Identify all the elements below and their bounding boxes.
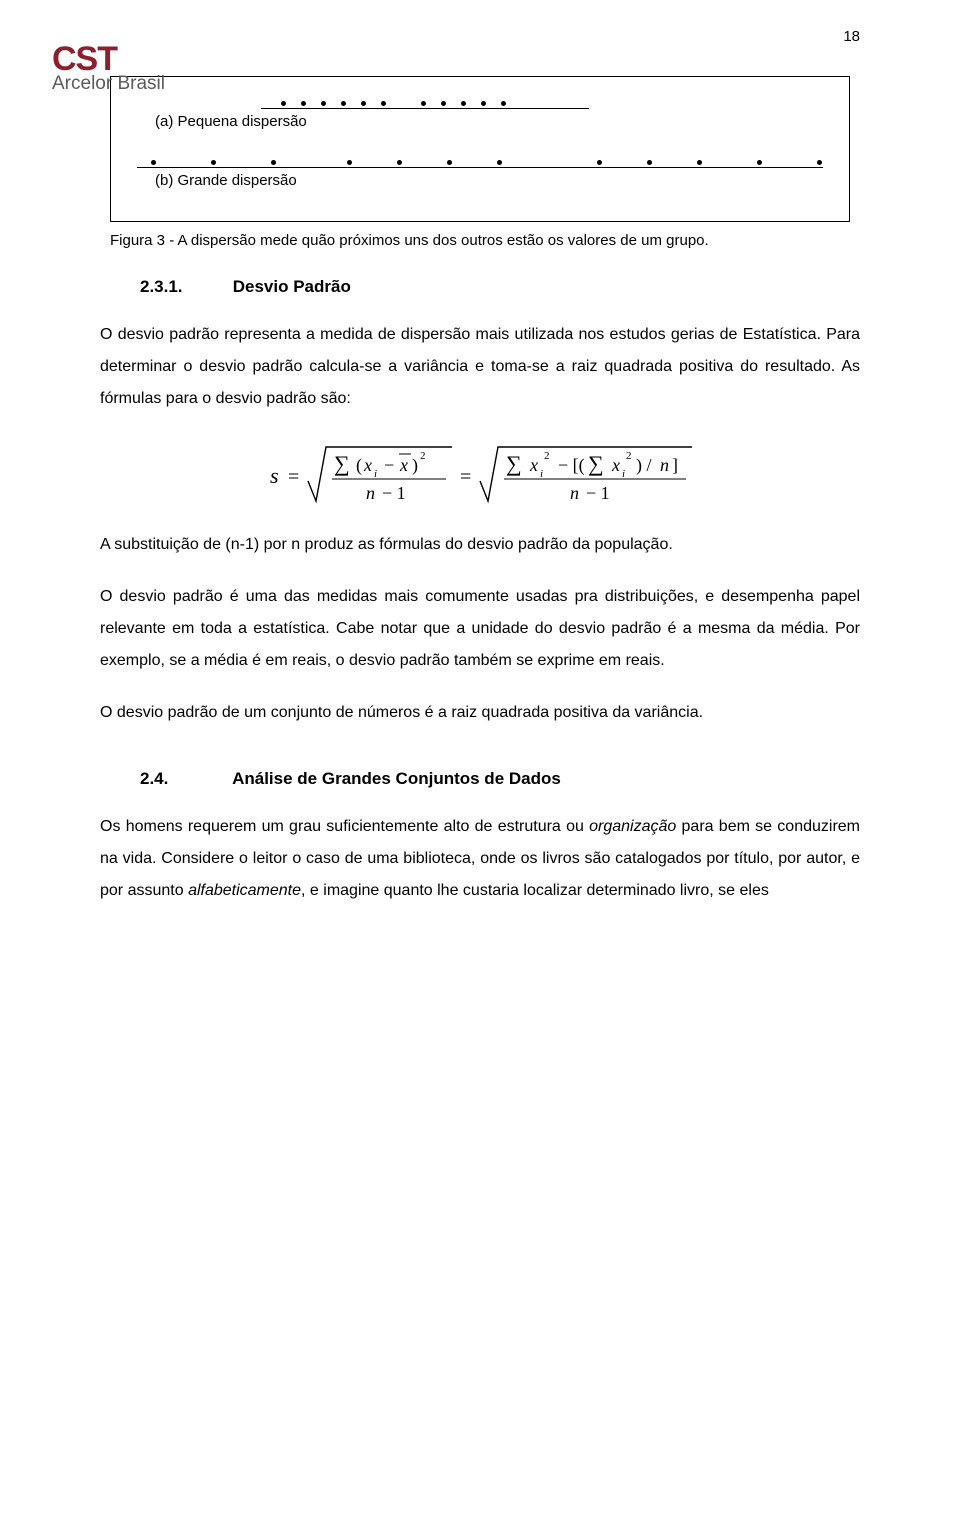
data-point	[281, 101, 286, 106]
svg-text:∑: ∑	[506, 451, 522, 476]
para-24-1a: Os homens requerem um grau suficientemen…	[100, 818, 589, 835]
data-point	[321, 101, 326, 106]
section-231-title: Desvio Padrão	[233, 277, 351, 296]
data-point	[501, 101, 506, 106]
svg-text:x: x	[363, 455, 372, 475]
data-point	[341, 101, 346, 106]
svg-text:− 1: − 1	[382, 483, 406, 503]
para-24-1e: , e imagine quanto lhe custaria localiza…	[301, 882, 769, 899]
content: (a) Pequena dispersão (b) Grande dispers…	[100, 76, 860, 907]
svg-text:n: n	[570, 483, 579, 503]
dispersion-figure-box: (a) Pequena dispersão (b) Grande dispers…	[110, 76, 850, 222]
svg-text:x: x	[611, 455, 620, 475]
svg-text:i: i	[540, 468, 543, 480]
std-dev-formula: s = ∑ ( x i − x ) 2 n − 1 =	[100, 435, 860, 515]
section-24-num: 2.4.	[140, 769, 228, 789]
svg-text:): )	[412, 455, 418, 476]
data-point	[447, 160, 452, 165]
svg-text:2: 2	[626, 450, 632, 462]
para-231-3: O desvio padrão é uma das medidas mais c…	[100, 581, 860, 677]
figure-caption: Figura 3 - A dispersão mede quão próximo…	[110, 232, 850, 249]
data-point	[757, 160, 762, 165]
logo: CST Arcelor Brasil	[52, 44, 165, 95]
data-point	[497, 160, 502, 165]
caption-a: (a) Pequena dispersão	[155, 113, 829, 130]
logo-line-1: CST	[52, 44, 165, 75]
data-point	[211, 160, 216, 165]
svg-text:(: (	[356, 455, 362, 476]
svg-text:i: i	[374, 468, 377, 480]
svg-text:x: x	[399, 455, 408, 475]
para-231-2: A substituição de (n-1) por n produz as …	[100, 529, 860, 561]
small-dispersion-line	[191, 91, 769, 109]
data-point	[461, 101, 466, 106]
data-point	[397, 160, 402, 165]
data-point	[301, 101, 306, 106]
svg-text:i: i	[622, 468, 625, 480]
svg-text:=: =	[460, 466, 471, 488]
data-point	[697, 160, 702, 165]
data-point	[817, 160, 822, 165]
svg-text:n: n	[660, 455, 669, 475]
svg-text:− 1: − 1	[586, 483, 610, 503]
page: 18 CST Arcelor Brasil (a) Pequena disper…	[0, 0, 960, 967]
svg-text:) /: ) /	[636, 455, 652, 476]
caption-b: (b) Grande dispersão	[155, 172, 829, 189]
data-point	[481, 101, 486, 106]
logo-line-2: Arcelor Brasil	[52, 73, 165, 95]
data-point	[361, 101, 366, 106]
data-point	[271, 160, 276, 165]
para-24-1d: alfabeticamente	[188, 882, 301, 899]
section-24-head: 2.4. Análise de Grandes Conjuntos de Dad…	[140, 769, 860, 789]
data-point	[347, 160, 352, 165]
line-b	[137, 167, 823, 168]
data-point	[151, 160, 156, 165]
data-point	[441, 101, 446, 106]
section-231-num: 2.3.1.	[140, 277, 228, 297]
svg-text:2: 2	[544, 450, 550, 462]
svg-text:x: x	[529, 455, 538, 475]
data-point	[421, 101, 426, 106]
svg-text:]: ]	[672, 455, 678, 475]
data-point	[647, 160, 652, 165]
svg-text:−: −	[384, 455, 394, 475]
page-number: 18	[843, 28, 860, 45]
para-231-4: O desvio padrão de um conjunto de número…	[100, 697, 860, 729]
line-a	[261, 108, 589, 109]
para-24-1: Os homens requerem um grau suficientemen…	[100, 811, 860, 907]
para-231-1: O desvio padrão representa a medida de d…	[100, 319, 860, 415]
section-231-head: 2.3.1. Desvio Padrão	[140, 277, 860, 297]
data-point	[597, 160, 602, 165]
svg-text:n: n	[366, 483, 375, 503]
svg-text:s: s	[270, 463, 279, 488]
para-24-1b: organização	[589, 818, 676, 835]
svg-text:∑: ∑	[334, 451, 350, 476]
svg-text:− [(: − [(	[558, 455, 585, 476]
section-24-title: Análise de Grandes Conjuntos de Dados	[232, 769, 561, 788]
svg-text:∑: ∑	[588, 451, 604, 476]
svg-text:=: =	[288, 466, 299, 488]
data-point	[381, 101, 386, 106]
svg-text:2: 2	[420, 450, 426, 462]
large-dispersion-line	[137, 150, 823, 168]
